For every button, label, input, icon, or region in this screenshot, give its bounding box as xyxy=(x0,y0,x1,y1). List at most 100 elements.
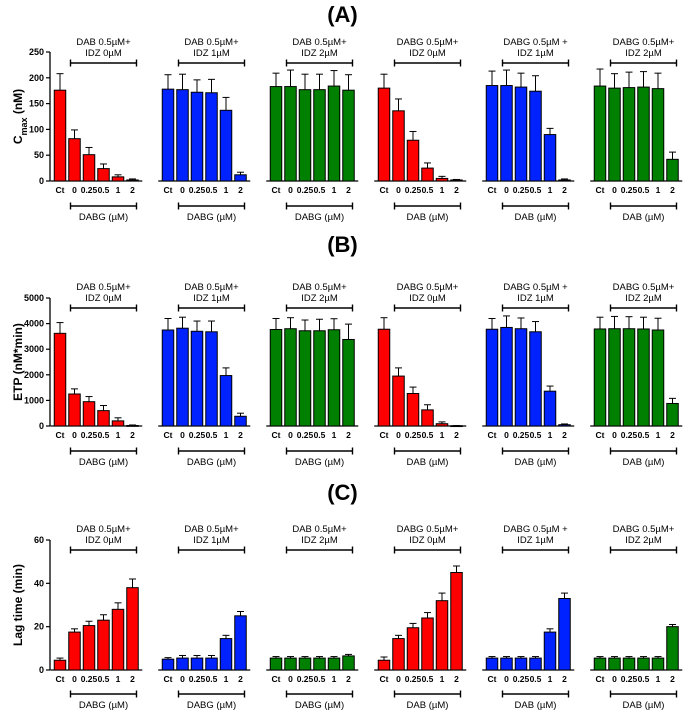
bar xyxy=(651,329,665,427)
bar xyxy=(269,86,283,182)
bar xyxy=(176,327,189,427)
bar xyxy=(327,85,341,182)
group-annotation-line2: IDZ 0µM xyxy=(85,293,122,304)
x-tick-label: 0.25 xyxy=(189,430,206,440)
group-annotation-line2: IDZ 0µM xyxy=(85,48,122,59)
x-tick-label: 2 xyxy=(346,674,351,684)
bar xyxy=(392,638,405,671)
x-tick-label: 0.5 xyxy=(314,430,326,440)
x-tick-label: 0 xyxy=(396,430,401,440)
x-tick-label: 0.5 xyxy=(98,185,110,195)
x-tick-label: Ct xyxy=(488,185,497,195)
x-tick-label: 0.25 xyxy=(81,185,98,195)
x-tick-label: 0.5 xyxy=(530,185,542,195)
x-tick-label: 2 xyxy=(670,430,675,440)
x-tick-label: 1 xyxy=(440,430,445,440)
bar xyxy=(190,91,204,182)
bar xyxy=(342,338,355,427)
group-annotation-line1: DAB 0.5µM+ xyxy=(76,282,131,293)
bar xyxy=(421,167,434,182)
y-tick-label: 4000 xyxy=(24,319,44,329)
x-tick-label: 0.5 xyxy=(638,430,650,440)
bar xyxy=(284,657,297,671)
y-tick-label: 100 xyxy=(29,124,44,134)
y-tick-label: 0 xyxy=(39,421,44,431)
bar xyxy=(435,177,449,182)
x-tick-label: 0.5 xyxy=(206,674,218,684)
x-tick-label: 0 xyxy=(180,674,185,684)
bar-group-1: Ct 0 0.25 0.5 1 2 DAB 0.5µM+IDZ 0µM DABG (µM) xyxy=(50,37,143,223)
group-annotation-line1: DAB 0.5µM+ xyxy=(184,524,239,535)
y-axis-label: Cmax (nM) xyxy=(11,89,29,144)
x-tick-label: Ct xyxy=(164,430,173,440)
bar xyxy=(500,85,513,182)
group-annotation-line1: DABG 0.5µM+ xyxy=(613,524,675,535)
bar xyxy=(622,328,636,427)
x-tick-label: 0 xyxy=(612,185,617,195)
x-tick-label: 0.5 xyxy=(98,674,110,684)
group-annotation-line2: IDZ 1µM xyxy=(193,293,230,304)
group-annotation-line1: DAB 0.5µM+ xyxy=(292,37,347,48)
y-tick-label: 200 xyxy=(29,73,44,83)
x-axis-label: DAB (µM) xyxy=(515,212,557,223)
bar xyxy=(219,109,233,182)
bar xyxy=(622,657,636,671)
x-tick-label: 0 xyxy=(180,430,185,440)
x-tick-label: 0 xyxy=(504,674,509,684)
x-axis-label: DAB (µM) xyxy=(623,457,665,468)
x-axis-label: DABG (µM) xyxy=(187,212,236,223)
x-tick-label: 0.25 xyxy=(513,430,530,440)
bar xyxy=(313,657,326,671)
bar xyxy=(377,87,391,182)
bar xyxy=(82,154,96,182)
bar xyxy=(450,179,463,182)
x-axis-label: DAB (µM) xyxy=(407,212,449,223)
group-annotation-line1: DABG 0.5µM+ xyxy=(613,282,675,293)
x-tick-label: 0.25 xyxy=(513,185,530,195)
y-tick-label: 2000 xyxy=(24,370,44,380)
x-tick-label: 0.5 xyxy=(206,185,218,195)
bar xyxy=(435,600,449,671)
x-axis-label: DABG (µM) xyxy=(79,212,128,223)
bar xyxy=(543,134,557,182)
x-tick-label: Ct xyxy=(164,185,173,195)
bar xyxy=(190,657,204,671)
bar xyxy=(161,88,175,182)
x-tick-label: Ct xyxy=(380,185,389,195)
x-tick-label: 0 xyxy=(72,430,77,440)
bar xyxy=(68,631,81,671)
x-axis-label: DAB (µM) xyxy=(407,700,449,711)
bar xyxy=(53,659,67,671)
bar xyxy=(97,619,110,671)
bar xyxy=(651,657,665,671)
bar-group-5: Ct 0 0.25 0.5 1 2 DABG 0.5µM +IDZ 1µM DAB (µM) xyxy=(482,37,575,223)
bar-group-6: Ct 0 0.25 0.5 1 2 DABG 0.5µM+IDZ 2µM DAB (µM) xyxy=(590,524,683,711)
x-tick-label: 0.25 xyxy=(405,674,422,684)
bar xyxy=(529,331,542,427)
x-tick-label: 2 xyxy=(130,185,135,195)
y-tick-label: 5000 xyxy=(24,293,44,303)
x-tick-label: 2 xyxy=(670,674,675,684)
bar-group-4: Ct 0 0.25 0.5 1 2 DABG 0.5µM+IDZ 0µM DAB (µM) xyxy=(374,282,467,468)
group-annotation-line2: IDZ 2µM xyxy=(625,535,662,546)
bar xyxy=(176,89,189,182)
panel-title: (B) xyxy=(327,232,358,257)
bar xyxy=(435,423,449,427)
bar-group-5: Ct 0 0.25 0.5 1 2 DABG 0.5µM +IDZ 1µM DAB (µM) xyxy=(482,282,575,468)
y-tick-label: 40 xyxy=(34,578,44,588)
bar xyxy=(593,328,607,427)
bar xyxy=(450,572,463,671)
group-annotation-line1: DAB 0.5µM+ xyxy=(76,524,131,535)
x-tick-label: 0.5 xyxy=(638,674,650,684)
bar xyxy=(377,328,391,427)
bar xyxy=(111,608,125,671)
x-tick-label: 0 xyxy=(396,674,401,684)
x-tick-label: 0.25 xyxy=(405,185,422,195)
bar xyxy=(666,402,679,427)
bar xyxy=(298,657,312,671)
y-tick-label: 0 xyxy=(39,176,44,186)
bar xyxy=(500,326,513,427)
x-tick-label: 0.5 xyxy=(314,185,326,195)
group-annotation-line2: IDZ 2µM xyxy=(301,48,338,59)
